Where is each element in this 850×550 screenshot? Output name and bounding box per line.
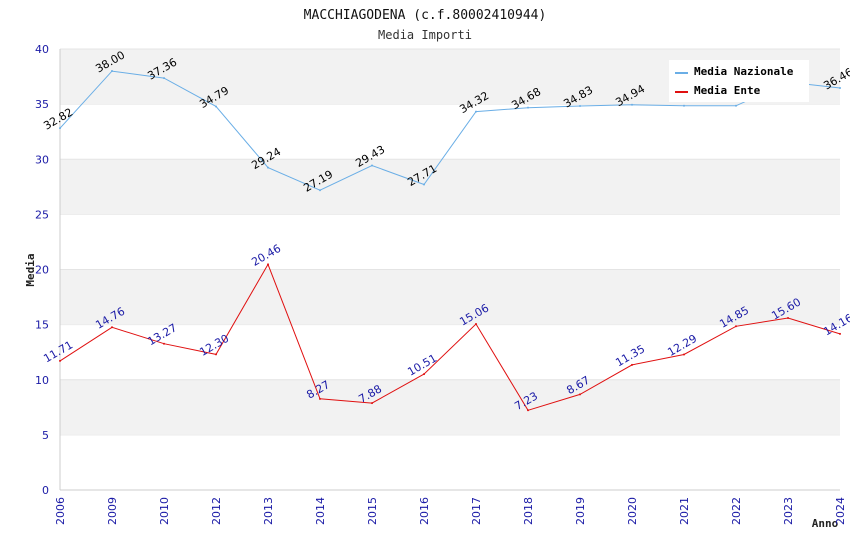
x-tick-label: 2014 — [314, 497, 327, 525]
data-point — [631, 103, 633, 106]
data-point — [371, 402, 373, 405]
data-point — [527, 106, 529, 109]
data-point — [579, 104, 581, 107]
data-label: 12.30 — [197, 332, 231, 359]
x-tick-label: 2009 — [106, 497, 119, 525]
data-point — [163, 342, 165, 345]
legend: Media Nazionale Media Ente — [669, 60, 809, 102]
data-point — [163, 77, 165, 80]
y-ticks: 0 5 10 15 20 25 30 35 40 — [35, 43, 49, 497]
data-point — [475, 110, 477, 113]
data-point — [371, 164, 373, 167]
legend-label-nazionale: Media Nazionale — [694, 65, 794, 78]
x-tick-label: 2015 — [366, 497, 379, 525]
x-tick-label: 2013 — [262, 497, 275, 525]
data-point — [267, 166, 269, 169]
grid-band — [60, 159, 840, 215]
legend-label-ente: Media Ente — [694, 84, 761, 97]
x-tick-label: 2010 — [158, 497, 171, 525]
data-point — [319, 189, 321, 192]
data-point — [215, 353, 217, 356]
x-ticks: 2006 2009 2010 2012 2013 2014 2015 2016 2017 2018… — [54, 497, 847, 525]
data-point — [423, 183, 425, 186]
data-point — [59, 127, 61, 130]
y-tick-label: 15 — [35, 319, 49, 332]
data-point — [787, 317, 789, 320]
legend-box — [669, 60, 809, 102]
x-tick-label: 2018 — [522, 497, 535, 525]
x-tick-label: 2023 — [782, 497, 795, 525]
chart-title: MACCHIAGODENA (c.f.80002410944) — [304, 8, 547, 23]
x-tick-label: 2024 — [834, 497, 847, 525]
x-axis-label: Anno — [812, 517, 839, 530]
series-line-media-nazionale — [59, 70, 841, 191]
data-point — [111, 70, 113, 73]
x-tick-label: 2017 — [470, 497, 483, 525]
series-lines — [59, 70, 841, 412]
data-point — [683, 353, 685, 356]
x-tick-label: 2020 — [626, 497, 639, 525]
data-point — [267, 263, 269, 266]
y-tick-label: 25 — [35, 208, 49, 221]
y-tick-label: 35 — [35, 98, 49, 111]
series-line-media-ente — [59, 263, 841, 411]
data-point — [111, 326, 113, 329]
data-point — [735, 104, 737, 107]
data-point — [59, 359, 61, 362]
data-point — [735, 325, 737, 328]
data-point — [631, 363, 633, 366]
x-tick-label: 2019 — [574, 497, 587, 525]
data-point — [475, 322, 477, 325]
data-point — [579, 393, 581, 396]
data-label: 11.71 — [41, 338, 75, 365]
y-tick-label: 5 — [42, 429, 49, 442]
y-tick-label: 30 — [35, 153, 49, 166]
data-point — [839, 87, 841, 90]
data-point — [683, 104, 685, 107]
data-point — [215, 105, 217, 108]
y-tick-label: 20 — [35, 264, 49, 277]
chart-subtitle: Media Importi — [378, 28, 472, 42]
x-tick-label: 2012 — [210, 497, 223, 525]
x-tick-label: 2016 — [418, 497, 431, 525]
x-tick-label: 2022 — [730, 497, 743, 525]
data-point — [527, 409, 529, 412]
data-point — [319, 397, 321, 400]
data-label: 11.35 — [613, 342, 647, 369]
y-tick-label: 40 — [35, 43, 49, 56]
y-tick-label: 0 — [42, 484, 49, 497]
grid-band — [60, 269, 840, 325]
x-tick-label: 2021 — [678, 497, 691, 525]
grid-band — [60, 379, 840, 435]
axes — [59, 49, 840, 491]
data-label: 20.46 — [249, 242, 283, 269]
data-point — [839, 332, 841, 335]
x-tick-label: 2006 — [54, 497, 67, 525]
data-point — [423, 373, 425, 376]
data-label: 13.27 — [145, 321, 179, 348]
grid-bands — [60, 48, 840, 436]
y-axis-label: Media — [24, 253, 37, 286]
y-tick-label: 10 — [35, 374, 49, 387]
